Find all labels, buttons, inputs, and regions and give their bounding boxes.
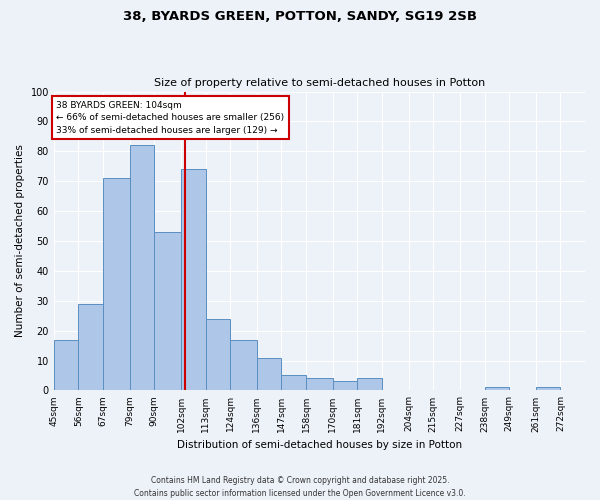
Bar: [485, 388, 509, 390]
Bar: [103, 178, 130, 390]
X-axis label: Distribution of semi-detached houses by size in Potton: Distribution of semi-detached houses by …: [177, 440, 462, 450]
Y-axis label: Number of semi-detached properties: Number of semi-detached properties: [15, 144, 25, 338]
Text: Contains HM Land Registry data © Crown copyright and database right 2025.
Contai: Contains HM Land Registry data © Crown c…: [134, 476, 466, 498]
Bar: [54, 340, 79, 390]
Bar: [358, 378, 382, 390]
Bar: [230, 340, 257, 390]
Bar: [333, 382, 358, 390]
Bar: [79, 304, 103, 390]
Text: 38, BYARDS GREEN, POTTON, SANDY, SG19 2SB: 38, BYARDS GREEN, POTTON, SANDY, SG19 2S…: [123, 10, 477, 23]
Bar: [130, 146, 154, 390]
Bar: [181, 170, 206, 390]
Bar: [306, 378, 333, 390]
Bar: [206, 318, 230, 390]
Bar: [154, 232, 181, 390]
Bar: [281, 376, 306, 390]
Text: 38 BYARDS GREEN: 104sqm
← 66% of semi-detached houses are smaller (256)
33% of s: 38 BYARDS GREEN: 104sqm ← 66% of semi-de…: [56, 100, 284, 134]
Bar: [536, 388, 560, 390]
Bar: [257, 358, 281, 390]
Title: Size of property relative to semi-detached houses in Potton: Size of property relative to semi-detach…: [154, 78, 485, 88]
